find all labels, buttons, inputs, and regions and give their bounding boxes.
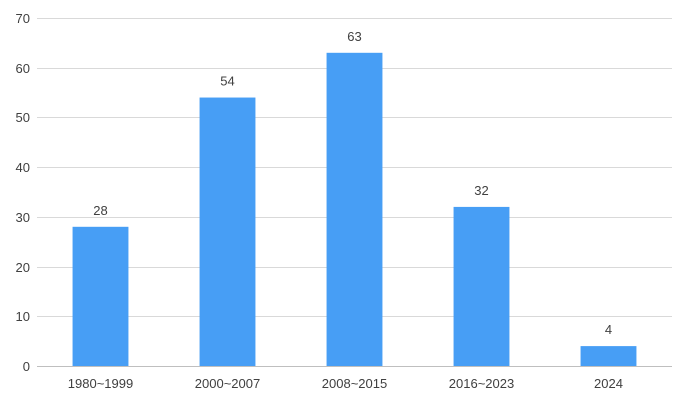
bar-2016~2023 — [453, 206, 510, 366]
y-tick-label-60: 60 — [16, 61, 30, 76]
bar-2000~2007 — [199, 97, 256, 366]
x-tick-label-2008~2015: 2008~2015 — [322, 376, 387, 391]
y-tick-label-10: 10 — [16, 309, 30, 324]
y-axis-ticks: 0 10 20 30 40 50 60 70 — [16, 11, 30, 374]
y-tick-label-30: 30 — [16, 210, 30, 225]
x-tick-label-2016~2023: 2016~2023 — [449, 376, 514, 391]
y-tick-label-20: 20 — [16, 260, 30, 275]
data-label-2008~2015: 63 — [347, 29, 361, 44]
data-label-2016~2023: 32 — [474, 183, 488, 198]
bars — [72, 52, 637, 367]
x-axis-ticks: 1980~1999 2000~2007 2008~2015 2016~2023 2024 — [68, 376, 623, 391]
x-tick-label-1980~1999: 1980~1999 — [68, 376, 133, 391]
y-tick-label-0: 0 — [23, 359, 30, 374]
bar-2008~2015 — [326, 52, 383, 367]
data-labels: 28 54 63 32 4 — [93, 29, 612, 337]
x-tick-label-2000~2007: 2000~2007 — [195, 376, 260, 391]
y-tick-label-70: 70 — [16, 11, 30, 26]
data-label-1980~1999: 28 — [93, 203, 107, 218]
bar-2024 — [580, 346, 637, 366]
bar-1980~1999 — [72, 226, 129, 366]
data-label-2000~2007: 54 — [220, 74, 234, 89]
data-label-2024: 4 — [605, 322, 612, 337]
y-tick-label-50: 50 — [16, 110, 30, 125]
y-tick-label-40: 40 — [16, 160, 30, 175]
x-tick-label-2024: 2024 — [594, 376, 623, 391]
